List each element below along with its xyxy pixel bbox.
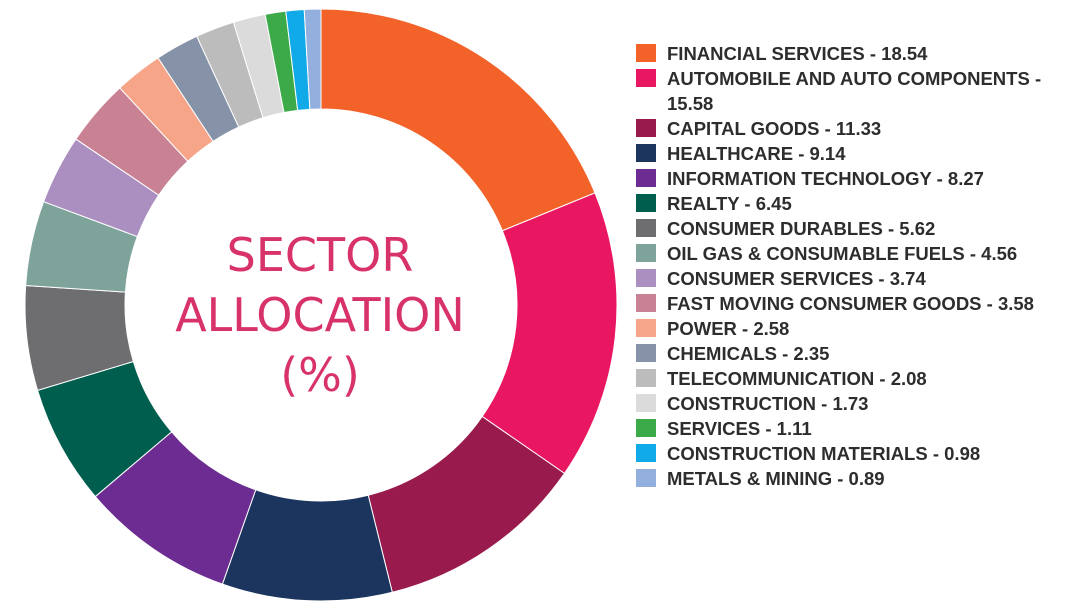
legend-item-information-technology: INFORMATION TECHNOLOGY - 8.27 bbox=[636, 166, 1076, 191]
chart-legend: FINANCIAL SERVICES - 18.54 AUTOMOBILE AND… bbox=[636, 41, 1076, 491]
legend-item-telecommunication: TELECOMMUNICATION - 2.08 bbox=[636, 366, 1076, 391]
legend-swatch bbox=[636, 294, 656, 312]
legend-swatch bbox=[636, 369, 656, 387]
legend-label: HEALTHCARE - 9.14 bbox=[667, 143, 846, 164]
legend-item-consumer-services: CONSUMER SERVICES - 3.74 bbox=[636, 266, 1076, 291]
legend-label: SERVICES - 1.11 bbox=[667, 418, 812, 439]
legend-label: CONSTRUCTION - 1.73 bbox=[667, 393, 869, 414]
chart-center-title: SECTOR ALLOCATION (%) bbox=[120, 225, 520, 405]
legend-label: CAPITAL GOODS - 11.33 bbox=[667, 118, 882, 139]
legend-swatch bbox=[636, 44, 656, 62]
center-title-line-3: (%) bbox=[280, 348, 360, 402]
donut-chart bbox=[24, 8, 618, 602]
legend-item-healthcare: HEALTHCARE - 9.14 bbox=[636, 141, 1076, 166]
legend-swatch bbox=[636, 469, 656, 487]
legend-label: CONSTRUCTION MATERIALS - 0.98 bbox=[667, 443, 981, 464]
legend-item-consumer-durables: CONSUMER DURABLES - 5.62 bbox=[636, 216, 1076, 241]
center-title-line-2: ALLOCATION bbox=[175, 288, 465, 342]
legend-item-construction-materials: CONSTRUCTION MATERIALS - 0.98 bbox=[636, 441, 1076, 466]
legend-label: FAST MOVING CONSUMER GOODS - 3.58 bbox=[667, 293, 1034, 314]
legend-label: CHEMICALS - 2.35 bbox=[667, 343, 830, 364]
center-title-line-1: SECTOR bbox=[226, 228, 414, 282]
legend-swatch bbox=[636, 444, 656, 462]
slice-financial-services bbox=[320, 8, 596, 232]
legend-item-oil-gas-consumable-fuels: OIL GAS & CONSUMABLE FUELS - 4.56 bbox=[636, 241, 1076, 266]
legend-swatch bbox=[636, 244, 656, 262]
legend-label: TELECOMMUNICATION - 2.08 bbox=[667, 368, 927, 389]
legend-item-metals-mining: METALS & MINING - 0.89 bbox=[636, 466, 1076, 491]
legend-item-capital-goods: CAPITAL GOODS - 11.33 bbox=[636, 116, 1076, 141]
legend-label: REALTY - 6.45 bbox=[667, 193, 792, 214]
legend-item-automobile-and-auto-components: AUTOMOBILE AND AUTO COMPONENTS - 15.58 bbox=[636, 66, 1076, 116]
legend-swatch bbox=[636, 144, 656, 162]
legend-swatch bbox=[636, 419, 656, 437]
legend-label: OIL GAS & CONSUMABLE FUELS - 4.56 bbox=[667, 243, 1018, 264]
legend-item-services: SERVICES - 1.11 bbox=[636, 416, 1076, 441]
legend-swatch bbox=[636, 69, 656, 87]
legend-label: AUTOMOBILE AND AUTO COMPONENTS - 15.58 bbox=[667, 68, 1042, 114]
legend-item-construction: CONSTRUCTION - 1.73 bbox=[636, 391, 1076, 416]
legend-label: METALS & MINING - 0.89 bbox=[667, 468, 885, 489]
legend-swatch bbox=[636, 119, 656, 137]
legend-swatch bbox=[636, 269, 656, 287]
legend-swatch bbox=[636, 344, 656, 362]
slice-metals-mining bbox=[303, 8, 322, 110]
legend-swatch bbox=[636, 169, 656, 187]
legend-swatch bbox=[636, 194, 656, 212]
legend-swatch bbox=[636, 219, 656, 237]
legend-item-realty: REALTY - 6.45 bbox=[636, 191, 1076, 216]
legend-item-fast-moving-consumer-goods: FAST MOVING CONSUMER GOODS - 3.58 bbox=[636, 291, 1076, 316]
legend-item-power: POWER - 2.58 bbox=[636, 316, 1076, 341]
legend-swatch bbox=[636, 319, 656, 337]
legend-label: POWER - 2.58 bbox=[667, 318, 790, 339]
legend-item-chemicals: CHEMICALS - 2.35 bbox=[636, 341, 1076, 366]
legend-label: CONSUMER DURABLES - 5.62 bbox=[667, 218, 936, 239]
legend-label: INFORMATION TECHNOLOGY - 8.27 bbox=[667, 168, 984, 189]
legend-swatch bbox=[636, 394, 656, 412]
legend-label: CONSUMER SERVICES - 3.74 bbox=[667, 268, 926, 289]
legend-item-financial-services: FINANCIAL SERVICES - 18.54 bbox=[636, 41, 1076, 66]
legend-label: FINANCIAL SERVICES - 18.54 bbox=[667, 43, 928, 64]
